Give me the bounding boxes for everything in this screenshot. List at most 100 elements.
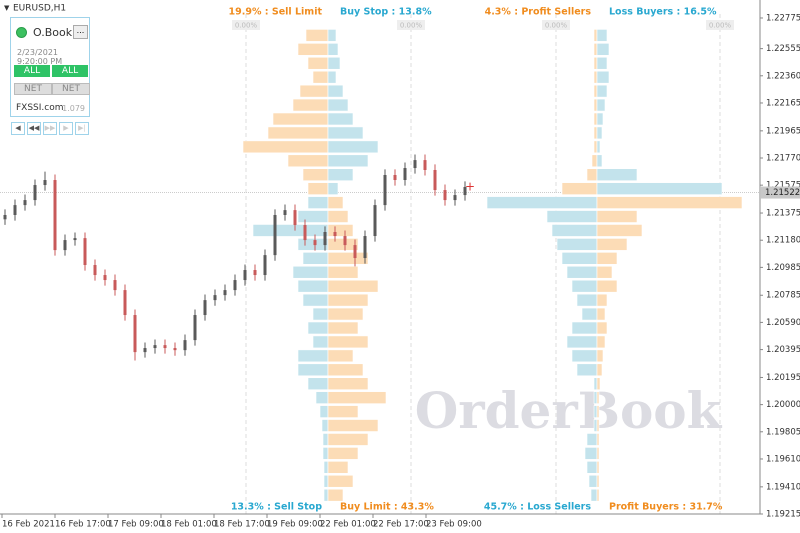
book-bar [596, 447, 600, 460]
book-bar [315, 391, 329, 404]
book-bar [566, 265, 598, 279]
book-bar [242, 140, 329, 154]
book-bar [327, 461, 349, 474]
nav-button[interactable]: ◀◀ [27, 122, 41, 135]
y-tick-label: 1.19410 [766, 482, 800, 492]
book-bar [287, 154, 329, 168]
y-tick-label: 1.22555 [766, 44, 800, 54]
book-bar [327, 154, 369, 168]
candle-body [103, 275, 107, 281]
book-bar [586, 168, 598, 182]
candle-body [443, 190, 447, 201]
book-bar [593, 70, 598, 84]
book-bar [596, 349, 604, 363]
nav-button[interactable]: ◀ [11, 122, 25, 135]
candle-body [293, 210, 297, 226]
candle-body [373, 205, 377, 237]
book-bar [596, 98, 606, 112]
book-label: Buy Stop : 13.8% [340, 7, 432, 18]
candle-body [273, 214, 277, 256]
book-bar [297, 43, 329, 56]
book-bar [307, 196, 329, 209]
book-bar [596, 307, 606, 321]
candle-body [393, 175, 397, 181]
book-bar [297, 363, 329, 377]
book-label: Profit Buyers : 31.7% [609, 502, 723, 513]
candle-body [453, 195, 457, 201]
candle-body [83, 238, 87, 266]
book-bar [596, 391, 600, 404]
book-bar [322, 447, 329, 460]
book-bar [596, 112, 604, 126]
menu-button[interactable]: ... [73, 25, 88, 39]
book-bar [593, 84, 598, 98]
zero-label: 0.00% [235, 22, 258, 30]
candle-body [333, 231, 337, 237]
all-button[interactable]: ALL [14, 65, 50, 77]
x-tick-label: 17 Feb 09:00 [108, 520, 164, 530]
book-bar [596, 43, 610, 56]
candle-body [343, 236, 347, 246]
candle-body [203, 300, 207, 316]
nav-button[interactable]: ▶| [75, 122, 89, 135]
book-bar [571, 279, 598, 293]
x-tick-label: 22 Feb 01:00 [320, 520, 376, 530]
book-bar [590, 488, 598, 502]
candle-body [243, 270, 247, 281]
version: 1.079 [62, 104, 85, 113]
book-bar [546, 210, 598, 223]
book-bar [561, 182, 598, 195]
candle-body [33, 185, 37, 201]
candle-body [3, 214, 7, 220]
book-bar [252, 224, 329, 237]
book-bar [307, 56, 329, 70]
candle-body [23, 200, 27, 206]
all-button[interactable]: ALL [52, 65, 88, 77]
nav-button[interactable]: ▶▶ [43, 122, 57, 135]
net-button[interactable]: NET [14, 83, 52, 95]
book-bar [593, 112, 598, 126]
book-bar [327, 293, 369, 307]
book-bar [327, 224, 354, 237]
candle-body [73, 238, 77, 241]
y-tick-label: 1.20590 [766, 318, 800, 328]
book-bar [596, 405, 600, 418]
book-bar [321, 419, 329, 432]
candle-body [43, 180, 47, 186]
book-bar [593, 56, 598, 70]
book-bar [591, 154, 598, 168]
zero-label-bg [397, 20, 425, 30]
book-bar [486, 196, 598, 209]
book-bar [593, 419, 598, 432]
book-bar [307, 182, 329, 195]
candle-body [383, 175, 387, 206]
book-bar [327, 182, 339, 195]
nav-button[interactable]: ▶ [59, 122, 73, 135]
book-bar [596, 363, 603, 377]
book-bar [327, 126, 364, 140]
candle-body [53, 180, 57, 251]
book-bar [596, 321, 608, 335]
net-button[interactable]: NET [52, 83, 90, 95]
zero-label: 0.00% [709, 22, 732, 30]
book-bar [596, 70, 610, 84]
book-bar [327, 377, 369, 391]
candle-body [173, 348, 177, 351]
book-bar [596, 265, 613, 279]
book-bar [297, 279, 329, 293]
book-bar [327, 196, 344, 209]
book-bar [327, 405, 359, 418]
book-bar [267, 126, 329, 140]
book-bar [596, 224, 643, 237]
book-bar [596, 419, 600, 432]
candle-body [123, 290, 127, 316]
book-bar [593, 140, 598, 154]
y-tick-label: 1.21965 [766, 126, 800, 136]
candle-body [433, 169, 437, 191]
book-bar [327, 140, 379, 154]
book-bar [307, 377, 329, 391]
book-bar [593, 43, 598, 56]
book-bar [596, 474, 600, 488]
book-bar [327, 363, 364, 377]
